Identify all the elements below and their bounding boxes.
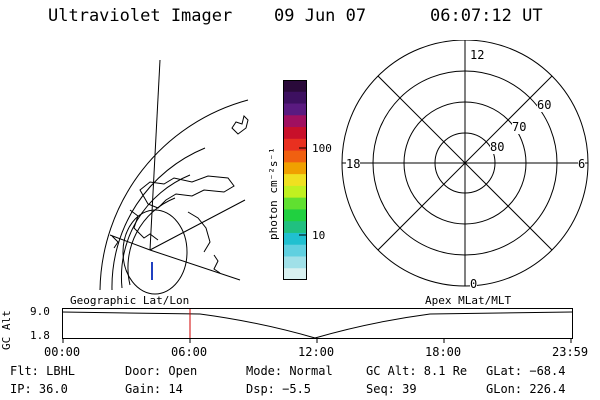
filter-status: Flt: LBHL <box>10 364 76 378</box>
apex-label: Apex MLat/MLT <box>425 294 512 307</box>
alt-tick-9: 9.0 <box>30 305 50 318</box>
mode-status: Mode: Normal <box>246 364 333 378</box>
colorbar-segment <box>283 209 307 222</box>
coastline <box>129 209 159 241</box>
colorbar-segment <box>283 138 307 152</box>
seq-status: Seq: 39 <box>366 382 417 396</box>
time-label: 06:07:12 UT <box>430 6 543 26</box>
geographic-label: Geographic Lat/Lon <box>70 294 190 307</box>
coastline <box>213 254 221 274</box>
colorbar-segment <box>283 244 307 257</box>
x-tick-0000: 00:00 <box>44 345 81 359</box>
lat-label-60: 60 <box>537 98 552 112</box>
colorbar-tick-100: 100 <box>312 142 332 155</box>
colorbar-segment <box>283 103 307 116</box>
colorbar-segment <box>283 185 307 199</box>
dsp-status: Dsp: −5.5 <box>246 382 312 396</box>
door-status: Door: Open <box>125 364 198 378</box>
meridian-line <box>149 249 241 281</box>
x-tick-0600: 06:00 <box>171 345 208 359</box>
coastline <box>231 115 249 135</box>
coastline <box>111 235 119 249</box>
lat-circle <box>111 147 206 291</box>
x-tick-2359: 23:59 <box>552 345 589 359</box>
lat-circle <box>120 174 191 289</box>
colorbar-segment <box>283 268 307 280</box>
altitude-timeline[interactable] <box>0 300 600 350</box>
mlt-label-6: 6 <box>578 157 586 171</box>
colorbar-segment <box>283 162 307 175</box>
colorbar-segment <box>283 232 307 246</box>
altitude-curve <box>61 311 573 339</box>
field-of-view-outline <box>122 209 188 295</box>
coastline <box>139 175 235 209</box>
colorbar-segment <box>283 91 307 105</box>
colorbar-segment <box>283 256 307 269</box>
x-tick-1200: 12:00 <box>298 345 335 359</box>
globe-limb <box>99 99 249 291</box>
lat-circle <box>127 197 176 286</box>
lat-label-80: 80 <box>490 140 505 154</box>
colorbar-segment <box>283 150 307 163</box>
polar-plot <box>341 40 589 287</box>
gc-alt-status: GC Alt: 8.1 Re <box>366 364 468 378</box>
meridian-line <box>149 199 246 251</box>
ip-status: IP: 36.0 <box>10 382 68 396</box>
colorbar-segment <box>283 80 307 93</box>
colorbar-segment <box>283 115 307 128</box>
date-label: 09 Jun 07 <box>274 6 367 26</box>
mlt-label-0: 0 <box>470 277 478 291</box>
colorbar-segment <box>283 197 307 210</box>
colorbar-segment <box>283 174 307 187</box>
coastline <box>187 211 211 253</box>
x-tick-1800: 18:00 <box>425 345 462 359</box>
mlt-line-diag <box>377 75 553 251</box>
mlt-label-18: 18 <box>346 157 361 171</box>
meridian-line <box>109 234 151 251</box>
colorbar-segment <box>283 221 307 234</box>
gain-status: Gain: 14 <box>125 382 183 396</box>
colorbar <box>283 80 307 280</box>
glon-status: GLon: 226.4 <box>486 382 566 396</box>
glat-status: GLat: −68.4 <box>486 364 566 378</box>
alt-tick-1.8: 1.8 <box>30 329 50 342</box>
meridian-line <box>149 59 161 251</box>
mlt-label-12: 12 <box>470 48 485 62</box>
geographic-map <box>99 59 249 295</box>
lat-label-70: 70 <box>512 120 527 134</box>
colorbar-tick-10: 10 <box>312 229 326 242</box>
colorbar-unit-label: photon cm⁻²s⁻¹ <box>267 147 280 240</box>
colorbar-segment <box>283 127 307 140</box>
instrument-title: Ultraviolet Imager <box>48 6 233 26</box>
